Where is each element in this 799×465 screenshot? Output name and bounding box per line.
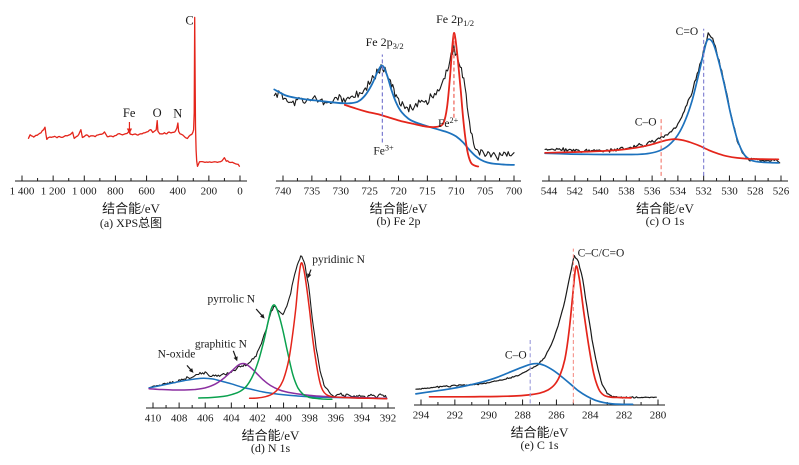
svg-text:Fe: Fe bbox=[123, 106, 136, 120]
svg-text:280: 280 bbox=[650, 410, 667, 422]
panel-d-plot: 410 408 406 404 402 400 398 396 394 392 pyridinic … bbox=[145, 254, 397, 425]
svg-text:536: 536 bbox=[644, 186, 661, 198]
svg-text:N: N bbox=[173, 107, 182, 121]
svg-text:534: 534 bbox=[670, 186, 687, 198]
svg-text:pyridinic N: pyridinic N bbox=[312, 254, 365, 266]
svg-text:O: O bbox=[153, 106, 162, 120]
svg-text:730: 730 bbox=[333, 186, 350, 198]
panel-e-xlabel: 结合能/eV bbox=[510, 425, 569, 440]
svg-text:528: 528 bbox=[747, 186, 764, 198]
svg-text:C: C bbox=[185, 14, 193, 28]
panel-e-plot: 294 292 290 288 286 284 282 280 C–C/C=O C–O bbox=[413, 247, 667, 422]
panel-c-plot: 544 542 540 538 536 534 532 530 528 526 C=O C–O bbox=[541, 26, 790, 198]
svg-text:715: 715 bbox=[419, 186, 436, 198]
svg-text:290: 290 bbox=[480, 410, 497, 422]
svg-text:C–O: C–O bbox=[505, 349, 527, 361]
panel-c-xlabel: 结合能/eV bbox=[636, 201, 694, 216]
svg-text:0: 0 bbox=[237, 186, 243, 198]
svg-text:700: 700 bbox=[506, 186, 523, 198]
svg-text:526: 526 bbox=[773, 186, 790, 198]
panel-a-xlabel: 结合能/eV bbox=[102, 201, 160, 216]
svg-text:1 000: 1 000 bbox=[72, 186, 97, 198]
panel-d: 410 408 406 404 402 400 398 396 394 392 pyridinic … bbox=[133, 237, 421, 464]
svg-text:294: 294 bbox=[413, 410, 430, 422]
panel-e: 294 292 290 288 286 284 282 280 C–C/C=O C–O 结合能/e… bbox=[408, 237, 710, 464]
svg-text:740: 740 bbox=[275, 186, 292, 198]
svg-text:288: 288 bbox=[514, 410, 531, 422]
svg-text:Fe2+: Fe2+ bbox=[438, 116, 459, 130]
svg-text:1 200: 1 200 bbox=[41, 186, 66, 198]
svg-text:725: 725 bbox=[361, 186, 378, 198]
svg-text:404: 404 bbox=[223, 413, 240, 425]
svg-text:292: 292 bbox=[447, 410, 464, 422]
panel-a: 1 400 1 200 1 000 800 600 400 200 0 C O N Fe 结合能/eV… bbox=[2, 2, 264, 235]
panel-a-plot: 1 400 1 200 1 000 800 600 400 200 0 C O N Fe bbox=[10, 14, 247, 198]
panel-b-plot: 740 735 730 725 720 715 710 705 700 Fe 2p3/2 Fe 2p… bbox=[273, 12, 523, 198]
panel-d-caption: (d) N 1s bbox=[250, 441, 291, 455]
svg-text:Fe3+: Fe3+ bbox=[373, 143, 394, 157]
svg-text:398: 398 bbox=[301, 413, 318, 425]
svg-text:286: 286 bbox=[548, 410, 565, 422]
svg-text:406: 406 bbox=[197, 413, 214, 425]
svg-text:530: 530 bbox=[721, 186, 738, 198]
svg-text:C=O: C=O bbox=[676, 26, 698, 38]
panel-a-caption: (a) XPS总图 bbox=[99, 216, 163, 230]
svg-text:284: 284 bbox=[582, 410, 599, 422]
svg-text:408: 408 bbox=[171, 413, 188, 425]
svg-text:282: 282 bbox=[616, 410, 633, 422]
panel-c: 544 542 540 538 536 534 532 530 528 526 C=O C–O 结合能… bbox=[538, 2, 798, 235]
svg-text:Fe 2p1/2: Fe 2p1/2 bbox=[436, 12, 474, 28]
svg-text:720: 720 bbox=[390, 186, 407, 198]
svg-text:Fe 2p3/2: Fe 2p3/2 bbox=[366, 35, 404, 51]
svg-text:544: 544 bbox=[541, 186, 558, 198]
panel-d-xlabel: 结合能/eV bbox=[241, 428, 300, 443]
svg-text:200: 200 bbox=[201, 186, 218, 198]
panel-b-xlabel: 结合能/eV bbox=[369, 201, 428, 216]
svg-text:532: 532 bbox=[695, 186, 712, 198]
svg-text:705: 705 bbox=[477, 186, 494, 198]
svg-text:C–C/C=O: C–C/C=O bbox=[578, 247, 625, 259]
panel-e-caption: (e) C 1s bbox=[520, 438, 559, 452]
svg-text:396: 396 bbox=[328, 413, 345, 425]
svg-text:N-oxide: N-oxide bbox=[158, 348, 196, 360]
panel-b: 740 735 730 725 720 715 710 705 700 Fe 2p3/2 Fe 2p… bbox=[266, 2, 538, 235]
svg-text:540: 540 bbox=[592, 186, 609, 198]
svg-text:735: 735 bbox=[304, 186, 321, 198]
svg-text:410: 410 bbox=[145, 413, 162, 425]
panel-b-caption: (b) Fe 2p bbox=[376, 214, 421, 228]
svg-text:600: 600 bbox=[138, 186, 155, 198]
svg-text:538: 538 bbox=[618, 186, 635, 198]
panel-c-caption: (c) O 1s bbox=[645, 214, 685, 228]
svg-text:392: 392 bbox=[380, 413, 397, 425]
svg-text:710: 710 bbox=[448, 186, 465, 198]
svg-text:402: 402 bbox=[249, 413, 266, 425]
svg-text:pyrrolic N: pyrrolic N bbox=[208, 294, 256, 306]
svg-text:1 400: 1 400 bbox=[10, 186, 35, 198]
svg-text:400: 400 bbox=[275, 413, 292, 425]
svg-text:542: 542 bbox=[567, 186, 584, 198]
svg-text:800: 800 bbox=[107, 186, 124, 198]
svg-text:C–O: C–O bbox=[635, 116, 657, 128]
svg-text:400: 400 bbox=[169, 186, 186, 198]
svg-text:394: 394 bbox=[354, 413, 371, 425]
svg-text:graphitic N: graphitic N bbox=[195, 339, 248, 351]
